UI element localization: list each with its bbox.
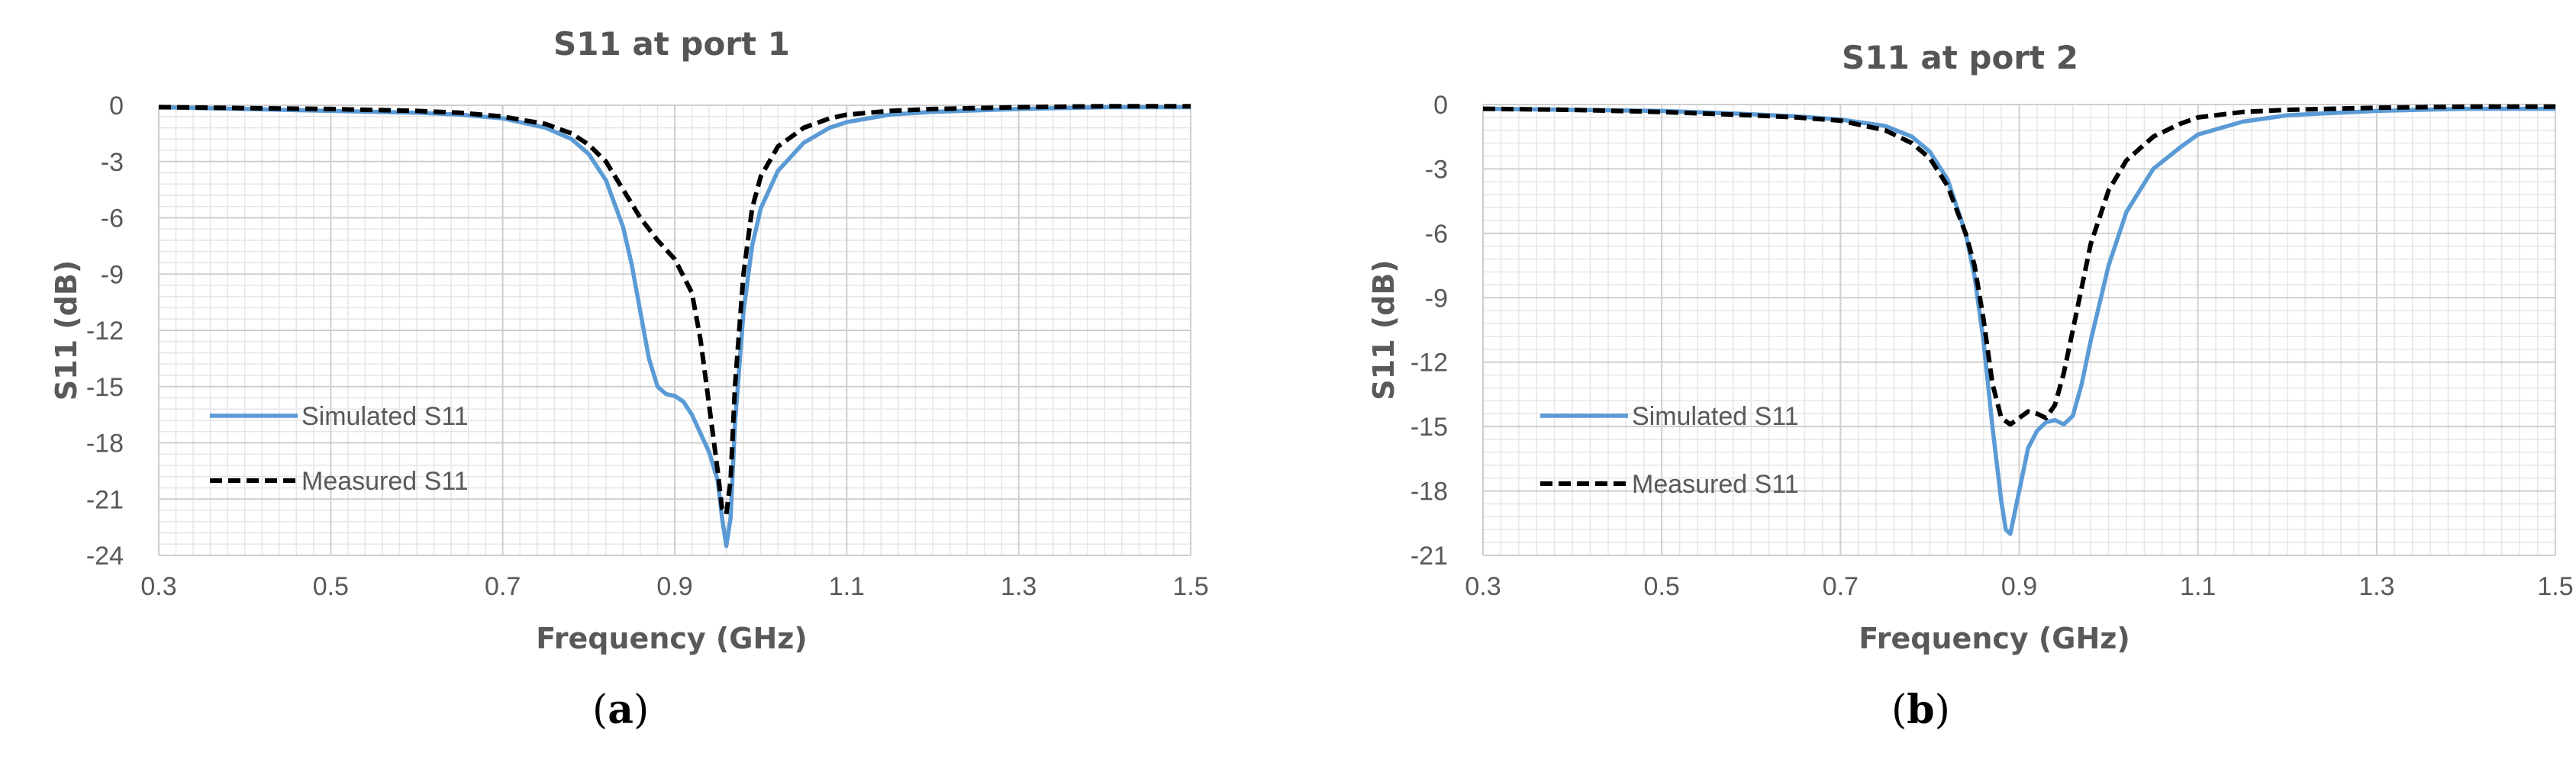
y-tick-label: -6 [101,204,124,233]
series-line-simulated [1482,106,2555,536]
y-tick-label: -21 [86,485,124,514]
y-tick-label: -24 [86,542,124,571]
legend-label-simulated: Simulated S11 [301,402,469,431]
y-tick-label: -9 [1425,284,1448,313]
y-tick-label: -12 [86,317,124,346]
y-tick-label: -3 [1425,155,1448,184]
series-line-simulated [158,105,1191,548]
y-tick-label: -15 [1411,413,1448,442]
y-tick-label: -18 [1411,478,1448,507]
x-tick-label: 1.5 [2537,572,2573,601]
caption-a: (a) [592,687,650,733]
y-tick-label: -9 [101,260,124,289]
chart-panel-a: 0.3 0.5 0.7 0.9 1.1 1.3 1.5 0 -3 -6 -9 -12 -15 -18 -21… [0,0,1252,772]
x-axis-label: Frequency (GHz) [1859,622,2130,655]
legend-label-measured: Measured S11 [1632,470,1799,499]
x-tick-label: 1.1 [2180,572,2216,601]
chart-title: S11 at port 1 [553,25,790,63]
x-axis-label: Frequency (GHz) [536,622,808,655]
chart-a-svg: 0.3 0.5 0.7 0.9 1.1 1.3 1.5 0 -3 -6 -9 -12 -15 -18 -21… [50,25,1209,655]
major-gridlines [158,105,1191,556]
x-tick-label: 1.3 [1001,572,1037,601]
chart-title: S11 at port 2 [1842,39,2078,76]
y-axis-label: S11 (dB) [1367,259,1401,400]
x-tick-label: 0.3 [140,572,176,601]
legend-label-simulated: Simulated S11 [1632,402,1799,431]
y-tick-label: -12 [1411,349,1448,378]
x-tick-label: 1.3 [2358,572,2394,601]
caption-b: (b) [1891,687,1950,733]
x-tick-label: 1.1 [829,572,865,601]
y-tick-label: -18 [86,429,124,458]
chart-b-svg: 0.3 0.5 0.7 0.9 1.1 1.3 1.5 0 -3 -6 -9 -12 -15 -18 -21… [1367,39,2574,655]
y-tick-label: 0 [1433,91,1448,120]
x-tick-label: 1.5 [1172,572,1208,601]
x-tick-label: 0.7 [1823,572,1859,601]
major-gridlines [1482,104,2556,556]
legend-label-measured: Measured S11 [301,467,469,496]
y-tick-label: -3 [101,148,124,177]
chart-panel-b: 0.3 0.5 0.7 0.9 1.1 1.3 1.5 0 -3 -6 -9 -12 -15 -18 -21… [1288,0,2576,772]
y-axis-label: S11 (dB) [50,260,83,400]
x-tick-label: 0.5 [313,572,349,601]
x-tick-label: 0.9 [2001,572,2037,601]
series-line-measured [158,104,1191,516]
x-tick-label: 0.5 [1644,572,1680,601]
y-tick-label: -21 [1411,542,1448,571]
x-tick-label: 0.9 [656,572,692,601]
y-tick-label: -6 [1425,220,1448,249]
x-tick-label: 0.7 [485,572,521,601]
y-tick-label: 0 [109,92,124,121]
y-tick-label: -15 [86,373,124,402]
series-line-measured [1482,104,2555,427]
x-tick-label: 0.3 [1465,572,1501,601]
